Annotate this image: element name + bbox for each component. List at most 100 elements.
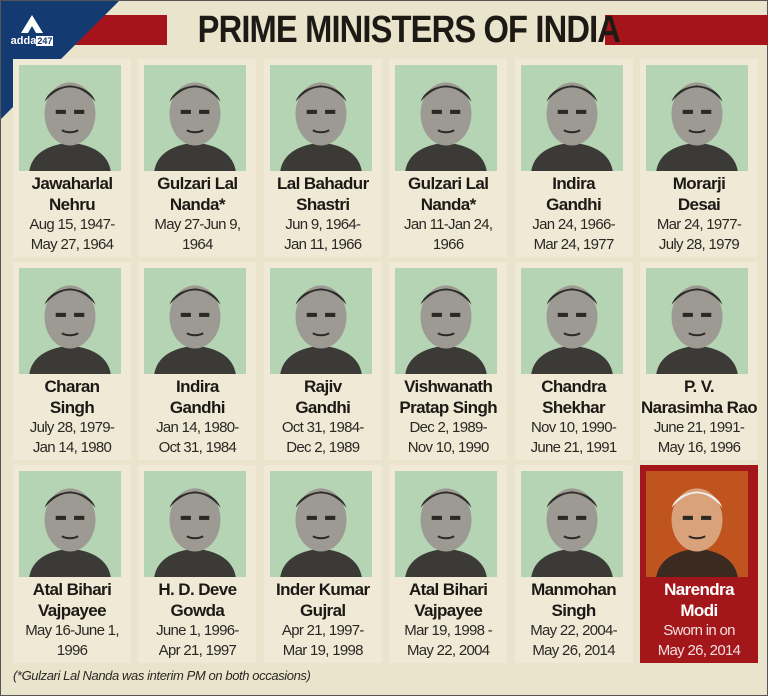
pm-photo xyxy=(646,471,748,577)
pm-card: Atal Bihari Vajpayee May 16-June 1, 1996 xyxy=(13,465,131,663)
pm-term-start: May 16-June 1, xyxy=(25,622,119,639)
pm-card: Indira Gandhi Jan 14, 1980- Oct 31, 1984 xyxy=(138,262,257,460)
pm-name-line1: Vishwanath xyxy=(404,377,493,396)
page-title: PRIME MINISTERS OF INDIA xyxy=(197,9,621,51)
pm-photo xyxy=(395,65,498,171)
portrait-icon xyxy=(405,82,487,171)
portrait-icon xyxy=(656,285,738,374)
pm-card: Morarji Desai Mar 24, 1977- July 28, 197… xyxy=(640,59,758,257)
portrait-icon xyxy=(154,285,237,374)
pm-term-end: Mar 24, 1977 xyxy=(533,236,615,253)
portrait-icon xyxy=(29,82,111,171)
pm-name-line2: Gandhi xyxy=(169,398,226,417)
portrait-icon xyxy=(656,82,738,171)
pm-card: P. V. Narasimha Rao June 21, 1991- May 1… xyxy=(640,262,758,460)
pm-term-end: May 26, 2014 xyxy=(532,642,615,659)
pm-name-line2: Vajpayee xyxy=(38,601,107,620)
footnote: (*Gulzari Lal Nanda was interim PM on bo… xyxy=(13,668,311,683)
pm-photo xyxy=(646,268,748,374)
pm-name-line1: Gulzari Lal xyxy=(157,174,238,193)
pm-card: Inder Kumar Gujral Apr 21, 1997- Mar 19,… xyxy=(263,465,382,663)
portrait-icon xyxy=(154,488,237,577)
pm-card: Chandra Shekhar Nov 10, 1990- June 21, 1… xyxy=(514,262,633,460)
pm-name-line1: Manmohan xyxy=(531,580,617,599)
pm-name-line2: Nanda* xyxy=(420,195,477,214)
pm-name-line1: Narendra xyxy=(664,580,734,599)
pm-name-line2: Gujral xyxy=(300,601,346,620)
pm-name-line2: Vajpayee xyxy=(414,601,483,620)
portrait-icon xyxy=(530,285,613,374)
pm-name-line1: Jawaharlal xyxy=(31,174,114,193)
pm-name-line2: Singh xyxy=(49,398,95,417)
logo-text: adda xyxy=(10,35,37,47)
pm-term-start: Jan 24, 1966- xyxy=(532,216,615,233)
pm-name-line2: Gowda xyxy=(170,601,225,620)
pm-name-line2: Nanda* xyxy=(169,195,226,214)
portrait-icon xyxy=(280,82,362,171)
pm-name-line2: Narasimha Rao xyxy=(641,398,758,417)
adda247-logo: adda247 xyxy=(7,15,57,47)
pm-photo xyxy=(395,268,498,374)
pm-photo xyxy=(269,471,372,577)
pm-photo xyxy=(395,471,498,577)
pm-term-end: May 22, 2004 xyxy=(406,642,490,659)
pm-card: Lal Bahadur Shastri Jun 9, 1964- Jan 11,… xyxy=(263,59,382,257)
pm-photo xyxy=(520,65,623,171)
logo-a-icon xyxy=(21,15,43,33)
pm-photo xyxy=(144,471,247,577)
pm-name-line1: Lal Bahadur xyxy=(276,174,369,193)
pm-photo xyxy=(269,65,372,171)
portrait-icon xyxy=(405,285,487,374)
pm-term-start: May 22, 2004- xyxy=(530,622,617,639)
pm-term-end: Jan 14, 1980 xyxy=(32,439,112,456)
pm-term-end: July 28, 1979 xyxy=(658,236,740,253)
pm-name-line2: Gandhi xyxy=(295,398,351,417)
pm-term-end: Oct 31, 1984 xyxy=(158,439,237,456)
pm-term-start: Jan 14, 1980- xyxy=(156,419,239,436)
pm-term-start: May 27-Jun 9, xyxy=(154,216,241,233)
pm-term-start: July 28, 1979- xyxy=(29,419,115,436)
pm-name-line1: P. V. xyxy=(683,377,715,396)
header-bar-right xyxy=(605,15,768,45)
pm-name-line2: Desai xyxy=(677,195,721,214)
pm-term-start: Jun 9, 1964- xyxy=(285,216,361,233)
pm-term-start: Oct 31, 1984- xyxy=(281,419,364,436)
pm-card: Gulzari Lal Nanda* Jan 11-Jan 24, 1966 xyxy=(389,59,508,257)
pm-card: Jawaharlal Nehru Aug 15, 1947- May 27, 1… xyxy=(13,59,131,257)
pm-term-start: June 1, 1996- xyxy=(156,622,239,639)
pm-name-line1: Charan xyxy=(44,377,101,396)
pm-name-line1: Gulzari Lal xyxy=(408,174,489,193)
pm-term-start: Nov 10, 1990- xyxy=(531,419,617,436)
pm-name-line1: H. D. Deve xyxy=(158,580,237,599)
pm-term-end: Dec 2, 1989 xyxy=(286,439,360,456)
portrait-icon xyxy=(29,488,111,577)
pm-card: H. D. Deve Gowda June 1, 1996- Apr 21, 1… xyxy=(138,465,257,663)
pm-card: Vishwanath Pratap Singh Dec 2, 1989- Nov… xyxy=(389,262,508,460)
pm-name-line2: Nehru xyxy=(48,195,96,214)
pm-card: Rajiv Gandhi Oct 31, 1984- Dec 2, 1989 xyxy=(263,262,382,460)
portrait-icon xyxy=(280,488,362,577)
pm-photo xyxy=(19,268,121,374)
pm-name-line2: Shekhar xyxy=(542,398,606,417)
pm-term-start: June 21, 1991- xyxy=(653,419,745,436)
pm-term-end: 1964 xyxy=(182,236,213,253)
pm-card: Manmohan Singh May 22, 2004- May 26, 201… xyxy=(514,465,633,663)
pm-photo xyxy=(269,268,372,374)
pm-term-end: Nov 10, 1990 xyxy=(407,439,490,456)
pm-name-line1: Rajiv xyxy=(303,377,342,396)
pm-term-end: 1996 xyxy=(56,642,88,659)
portrait-icon xyxy=(530,82,613,171)
portrait-icon xyxy=(405,488,487,577)
pm-name-line2: Pratap Singh xyxy=(399,398,498,417)
pm-name-line2: Gandhi xyxy=(546,195,602,214)
pm-term-end: May 27, 1964 xyxy=(30,236,114,253)
pm-term-end: May 16, 1996 xyxy=(657,439,741,456)
portrait-icon xyxy=(530,488,613,577)
portrait-icon xyxy=(280,285,362,374)
pm-term-start: Dec 2, 1989- xyxy=(409,419,487,436)
pm-term-start: Aug 15, 1947- xyxy=(29,216,115,233)
pm-photo xyxy=(19,471,121,577)
pm-card: Narendra Modi Sworn in on May 26, 2014 xyxy=(640,465,758,663)
pm-card: Charan Singh July 28, 1979- Jan 14, 1980 xyxy=(13,262,131,460)
